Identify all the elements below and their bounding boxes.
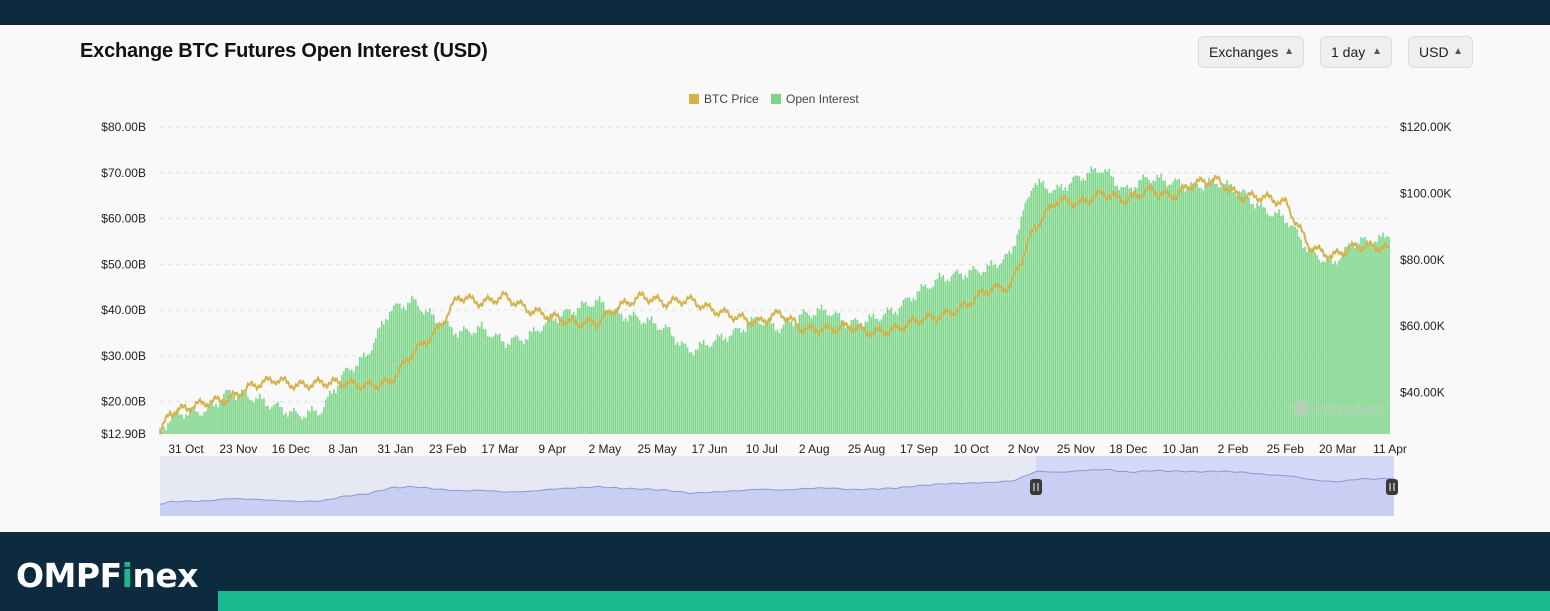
interval-select[interactable]: 1 day ▲︎: [1320, 36, 1392, 68]
legend-label-btc-price: BTC Price: [704, 92, 759, 106]
interval-select-label: 1 day: [1331, 44, 1366, 60]
x-tick-label: 23 Nov: [219, 442, 257, 456]
updown-chevron-icon: ▲︎: [1453, 46, 1463, 57]
x-tick-label: 17 Sep: [900, 442, 938, 456]
x-tick-label: 10 Oct: [954, 442, 990, 456]
ompfinex-logo: OMPFinex: [16, 556, 199, 595]
coinglass-watermark: coinglass: [1293, 400, 1385, 418]
y-right-tick-label: $60.00K: [1400, 319, 1445, 333]
updown-chevron-icon: ▲︎: [1372, 46, 1382, 57]
x-tick-label: 9 Apr: [538, 442, 566, 456]
legend-swatch-btc-price: [689, 94, 699, 104]
range-navigator[interactable]: [159, 456, 1398, 516]
y-left-tick-label: $60.00B: [101, 212, 146, 226]
x-tick-label: 25 Aug: [848, 442, 885, 456]
updown-chevron-icon: ▲︎: [1284, 46, 1294, 57]
currency-select-label: USD: [1419, 44, 1449, 60]
x-tick-label: 2 Feb: [1218, 442, 1249, 456]
y-left-tick-label: $50.00B: [101, 257, 146, 271]
top-band: [0, 0, 1550, 25]
chart-legend[interactable]: BTC Price Open Interest: [689, 92, 859, 106]
currency-select[interactable]: USD ▲︎: [1408, 36, 1473, 68]
open-interest-bars: [159, 166, 1390, 434]
handle-left-grip[interactable]: [1030, 479, 1042, 495]
x-tick-label: 25 May: [637, 442, 676, 456]
x-tick-label: 16 Dec: [272, 442, 310, 456]
x-tick-label: 10 Jan: [1163, 442, 1199, 456]
x-tick-label: 17 Mar: [481, 442, 518, 456]
x-tick-label: 25 Nov: [1057, 442, 1095, 456]
y-left-tick-label: $80.00B: [101, 120, 146, 134]
exchanges-select[interactable]: Exchanges ▲︎: [1198, 36, 1304, 68]
y-left-tick-label: $70.00B: [101, 166, 146, 180]
x-tick-label: 8 Jan: [328, 442, 357, 456]
y-axis-right: $120.00K $100.00K $80.00K $60.00K $40.00K: [1400, 120, 1451, 400]
navigator-right-handle[interactable]: [1386, 479, 1398, 495]
coinglass-logo-icon: [1293, 400, 1309, 416]
y-left-tick-label: $30.00B: [101, 349, 146, 363]
y-axis-left: $80.00B $70.00B $60.00B $50.00B $40.00B $30.0…: [101, 120, 146, 441]
chart-title: Exchange BTC Futures Open Interest (USD): [80, 40, 488, 62]
y-right-tick-label: $120.00K: [1400, 120, 1451, 134]
oi-chart: BTC Price Open Interest $80.00B $70.00B $6…: [101, 92, 1451, 516]
logo-suffix: nex: [132, 556, 199, 595]
y-right-tick-label: $40.00K: [1400, 386, 1445, 400]
navigator-line: [159, 468, 1395, 505]
legend-label-open-interest: Open Interest: [786, 92, 859, 106]
y-left-tick-label: $20.00B: [101, 395, 146, 409]
x-tick-label: 10 Jul: [746, 442, 778, 456]
oi-bar: [159, 166, 1390, 434]
watermark-text: coinglass: [1316, 401, 1385, 418]
btc-price-line: [159, 174, 1390, 435]
x-tick-label: 2 Aug: [799, 442, 830, 456]
x-tick-label: 17 Jun: [691, 442, 727, 456]
y-left-tick-label: $40.00B: [101, 303, 146, 317]
x-tick-label: 23 Feb: [429, 442, 467, 456]
navigator-area: [160, 469, 1394, 516]
y-left-tick-label: $12.90B: [101, 427, 146, 441]
x-axis: 31 Oct 23 Nov 16 Dec 8 Jan 31 Jan 23 Feb 17 Ma…: [168, 442, 1407, 456]
x-tick-label: 20 Mar: [1319, 442, 1356, 456]
navigator-left-handle[interactable]: [1030, 479, 1042, 495]
x-tick-label: 18 Dec: [1109, 442, 1147, 456]
logo-accent: i: [121, 556, 133, 595]
exchanges-select-label: Exchanges: [1209, 44, 1279, 60]
x-tick-label: 31 Jan: [377, 442, 413, 456]
logo-prefix: OMPF: [16, 556, 122, 595]
footer-accent-strip: [218, 591, 1550, 611]
x-tick-label: 31 Oct: [168, 442, 204, 456]
x-tick-label: 2 Nov: [1008, 442, 1039, 456]
x-tick-label: 25 Feb: [1267, 442, 1305, 456]
legend-swatch-open-interest: [771, 94, 781, 104]
handle-right-grip[interactable]: [1386, 479, 1398, 495]
x-tick-label: 2 May: [588, 442, 621, 456]
x-tick-label: 11 Apr: [1373, 442, 1407, 456]
y-right-tick-label: $80.00K: [1400, 253, 1445, 267]
y-right-tick-label: $100.00K: [1400, 186, 1451, 200]
